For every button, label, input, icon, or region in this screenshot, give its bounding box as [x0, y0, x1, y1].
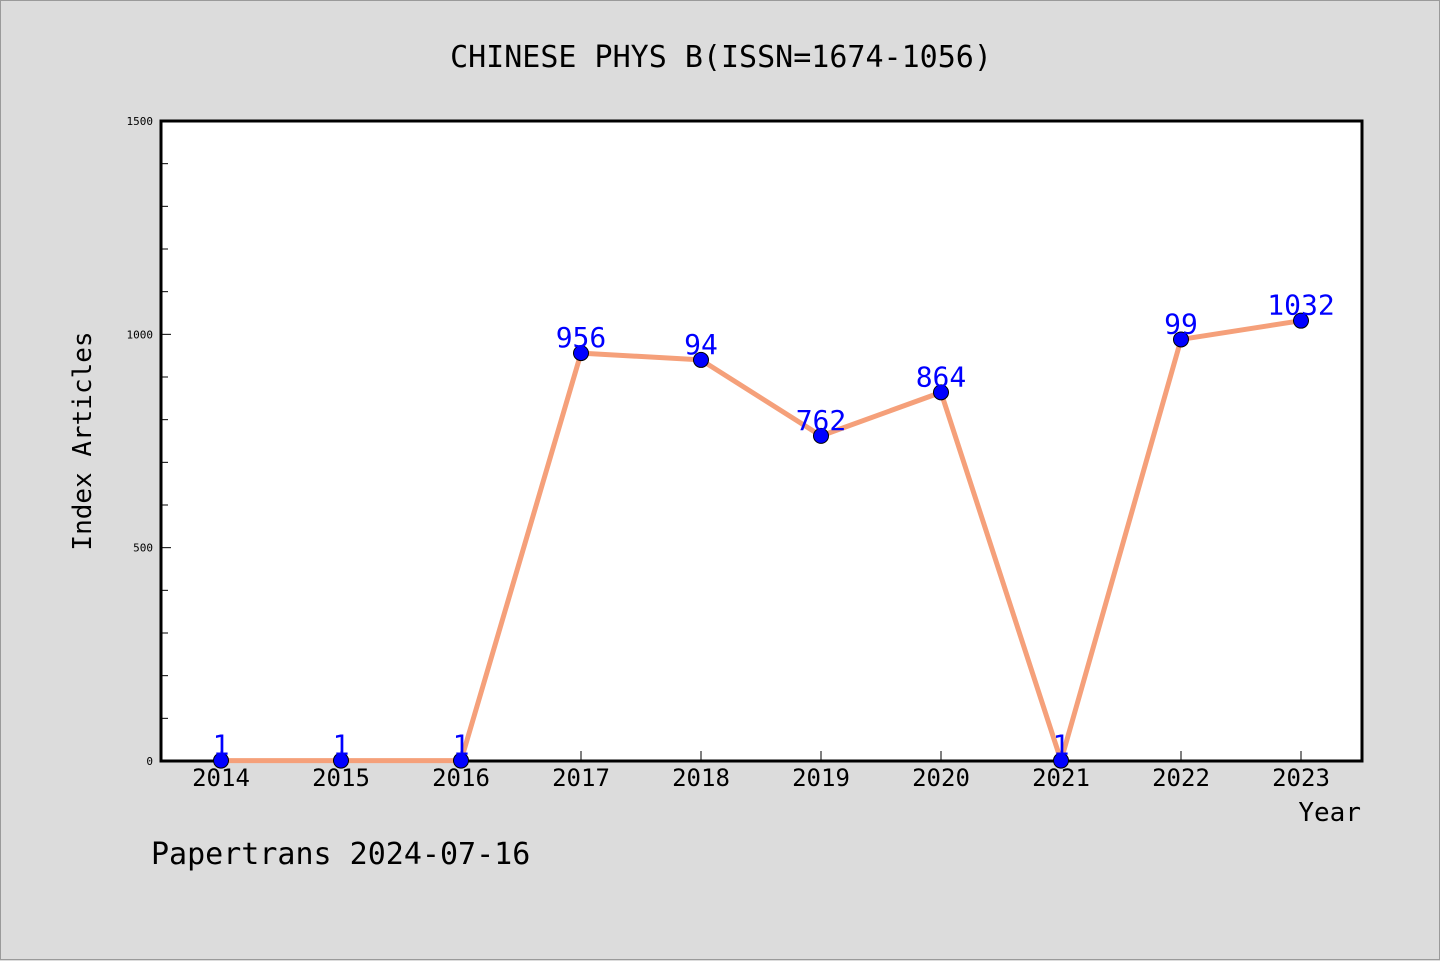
y-tick-label: 1000 [127, 328, 154, 341]
x-tick-label: 2016 [432, 764, 490, 792]
data-label: 1 [213, 729, 230, 762]
x-tick-label: 2020 [912, 764, 970, 792]
data-label: 956 [556, 321, 607, 354]
y-axis-label: Index Articles [68, 331, 98, 550]
data-point [1173, 331, 1189, 348]
data-label: 1032 [1267, 289, 1334, 322]
data-label: 1 [453, 729, 470, 762]
data-point [813, 427, 829, 444]
series-line [221, 318, 1302, 764]
x-tick-label: 2015 [312, 764, 370, 792]
data-label: 864 [916, 360, 967, 393]
data-label: 1 [1053, 729, 1070, 762]
plot-area [159, 119, 1364, 763]
footer-source-date: Papertrans 2024-07-16 [151, 837, 530, 872]
data-point [1053, 752, 1069, 769]
data-point [333, 752, 349, 769]
x-axis-ticks: 2014 2015 2016 2017 2018 2019 2020 2021 2022 2023 [192, 751, 1330, 792]
y-tick-label: 0 [146, 755, 153, 768]
data-point [693, 351, 709, 368]
y-tick-label: 500 [133, 542, 153, 555]
x-tick-label: 2018 [672, 764, 730, 792]
data-label: 1 [333, 729, 350, 762]
data-point [933, 384, 949, 401]
y-tick-label: 1500 [127, 115, 154, 128]
data-label: 94 [684, 328, 718, 361]
data-label: 99 [1164, 307, 1198, 340]
x-axis-label: Year [1298, 798, 1361, 828]
y-axis-ticks: 0 500 1000 1500 [127, 115, 171, 768]
data-point [1293, 312, 1309, 329]
x-tick-label: 2023 [1272, 764, 1330, 792]
x-tick-label: 2019 [792, 764, 850, 792]
x-tick-label: 2021 [1032, 764, 1090, 792]
chart-title: CHINESE PHYS B(ISSN=1674-1056) [450, 40, 992, 75]
x-tick-label: 2017 [552, 764, 610, 792]
x-tick-label: 2014 [192, 764, 250, 792]
data-label: 762 [796, 404, 847, 437]
data-point [213, 752, 229, 769]
data-labels: 1 1 1 956 94 762 864 1 99 1032 [213, 289, 1335, 762]
series-markers [213, 312, 1309, 769]
data-point [573, 345, 589, 362]
data-point [453, 752, 469, 769]
x-tick-label: 2022 [1152, 764, 1210, 792]
